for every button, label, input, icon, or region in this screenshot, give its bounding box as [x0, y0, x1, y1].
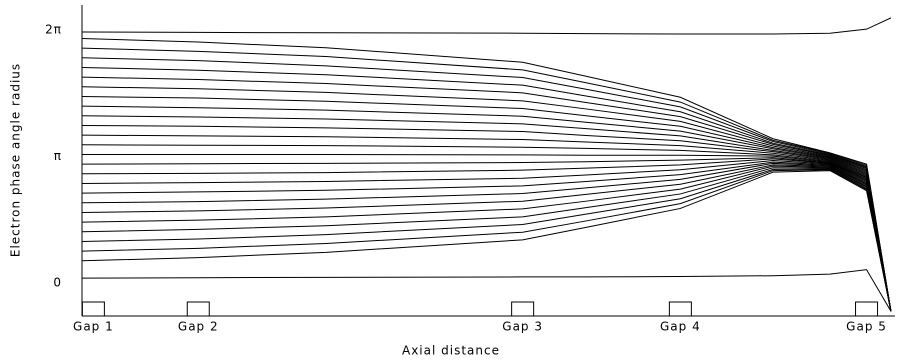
gap-marker [511, 301, 535, 317]
trajectory [81, 105, 892, 312]
trajectory [81, 159, 892, 312]
trajectory [81, 115, 892, 312]
gap-marker [855, 301, 879, 317]
y-tick-label: 2π [45, 22, 62, 36]
y-tick-label: 0 [53, 275, 62, 289]
trajectory [82, 153, 892, 312]
trajectory [81, 86, 892, 312]
trajectory [81, 167, 892, 312]
x-tick-label: Gap 4 [660, 320, 701, 334]
trajectory [81, 124, 892, 312]
trajectory [81, 168, 892, 312]
trajectory [81, 269, 892, 312]
x-tick-label: Gap 3 [502, 320, 543, 334]
trajectory [81, 158, 892, 312]
x-tick-label: Gap 1 [73, 320, 114, 334]
trajectory [81, 157, 892, 312]
trajectory [81, 17, 892, 35]
trajectory [81, 161, 892, 312]
x-tick-label: Gap 5 [846, 320, 887, 334]
gap-marker [186, 301, 210, 317]
trajectory [81, 144, 892, 312]
trajectory [81, 37, 892, 312]
trajectory [81, 47, 892, 312]
trajectory [81, 169, 892, 312]
trajectory [81, 165, 892, 312]
trajectory [81, 170, 892, 312]
x-axis-label: Axial distance [402, 344, 500, 358]
y-tick-label: π [54, 149, 62, 163]
gap-marker [668, 301, 692, 317]
y-axis-label: Electron phase angle radius [9, 63, 23, 257]
trajectory [81, 95, 892, 312]
trajectory [81, 134, 892, 312]
gap-marker [81, 301, 105, 317]
trajectory [81, 66, 892, 312]
trajectory [81, 162, 892, 312]
x-tick-label: Gap 2 [178, 320, 219, 334]
trajectory [81, 76, 892, 312]
trajectory [81, 57, 892, 312]
trajectory [81, 164, 892, 312]
